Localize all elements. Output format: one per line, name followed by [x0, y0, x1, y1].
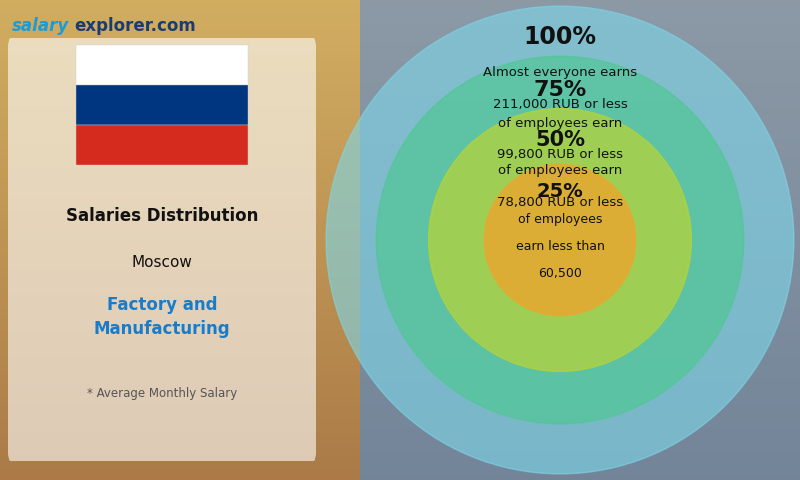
Bar — [76, 85, 248, 125]
Circle shape — [326, 6, 794, 474]
Text: Moscow: Moscow — [131, 255, 193, 270]
Circle shape — [484, 164, 636, 316]
Circle shape — [376, 56, 744, 424]
Text: 25%: 25% — [537, 181, 583, 201]
FancyBboxPatch shape — [8, 34, 316, 465]
Text: 211,000 RUB or less: 211,000 RUB or less — [493, 97, 627, 111]
Text: Almost everyone earns: Almost everyone earns — [483, 66, 637, 80]
Text: Factory and
Manufacturing: Factory and Manufacturing — [94, 296, 230, 338]
Bar — [76, 125, 248, 165]
Text: 99,800 RUB or less: 99,800 RUB or less — [497, 148, 623, 161]
Text: 78,800 RUB or less: 78,800 RUB or less — [497, 196, 623, 209]
Circle shape — [429, 108, 691, 372]
Text: explorer.com: explorer.com — [74, 17, 196, 35]
Bar — [76, 45, 248, 85]
Text: 60,500: 60,500 — [538, 267, 582, 280]
Text: Salaries Distribution: Salaries Distribution — [66, 207, 258, 225]
Text: 100%: 100% — [523, 25, 597, 49]
Text: salary: salary — [12, 17, 70, 35]
Text: of employees: of employees — [518, 214, 602, 227]
Text: 75%: 75% — [534, 80, 586, 100]
Text: of employees earn: of employees earn — [498, 165, 622, 178]
Text: 50%: 50% — [535, 130, 585, 150]
Text: earn less than: earn less than — [515, 240, 605, 253]
Text: * Average Monthly Salary: * Average Monthly Salary — [87, 387, 237, 400]
Text: of employees earn: of employees earn — [498, 117, 622, 130]
